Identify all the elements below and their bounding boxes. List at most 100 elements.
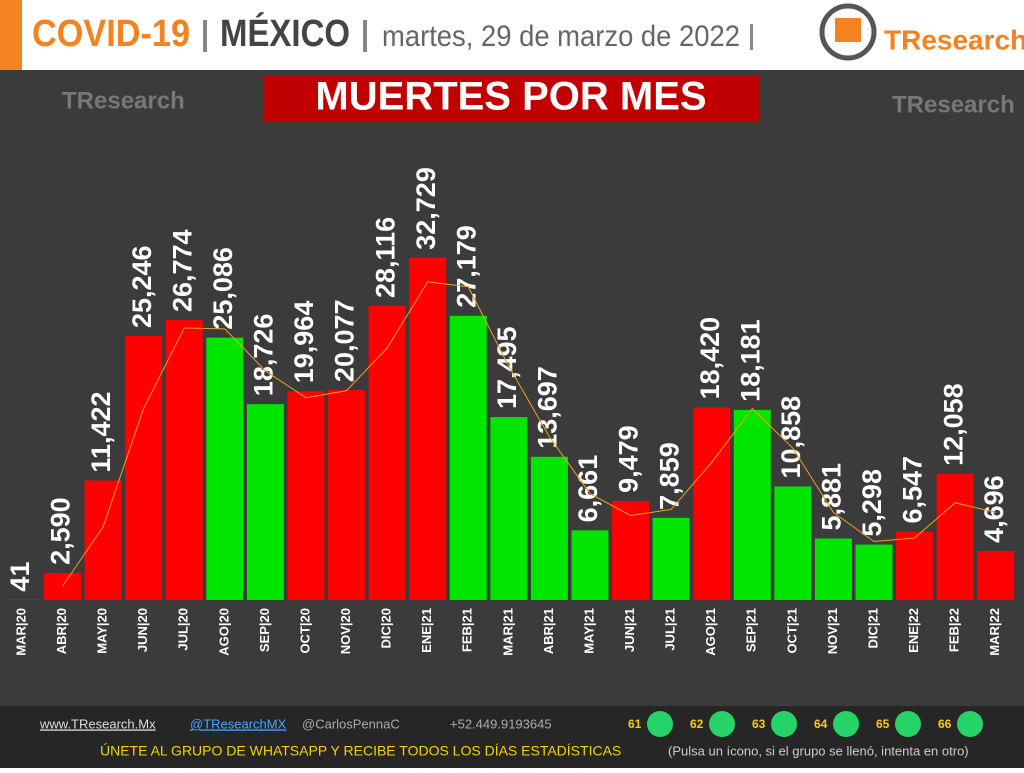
whatsapp-icon[interactable] <box>709 711 735 737</box>
logo-icon <box>835 18 861 42</box>
value-label: 18,420 <box>695 317 725 400</box>
bar <box>774 486 811 600</box>
value-label: 19,964 <box>289 301 319 384</box>
value-label: 9,479 <box>614 425 644 493</box>
value-label: 5,298 <box>857 469 887 537</box>
header-date: martes, 29 de marzo de 2022 <box>382 20 740 53</box>
separator <box>750 24 753 50</box>
bar <box>125 336 162 600</box>
value-label: 20,077 <box>330 299 360 382</box>
group-number: 64 <box>814 717 828 731</box>
watermark-logo: TResearch <box>892 91 1015 118</box>
x-tick-label: JUN|20 <box>135 608 150 652</box>
x-tick-label: JUL|20 <box>176 608 191 651</box>
footer-note: (Pulsa un ícono, si el grupo se llenó, i… <box>668 743 969 758</box>
value-label: 26,774 <box>167 229 197 312</box>
bar <box>734 410 771 600</box>
x-tick-label: MAY|20 <box>95 608 110 654</box>
x-tick-label: MAR|22 <box>987 608 1002 656</box>
separator <box>203 20 207 52</box>
header-country: MÉXICO <box>220 11 350 55</box>
bar <box>450 316 487 600</box>
whatsapp-icon[interactable] <box>771 711 797 737</box>
separator <box>363 20 367 52</box>
x-tick-label: SEP|20 <box>257 608 272 652</box>
x-tick-label: MAR|21 <box>500 608 515 656</box>
x-tick-label: OCT|20 <box>297 608 312 654</box>
value-label: 2,590 <box>46 497 76 565</box>
whatsapp-icon[interactable] <box>957 711 983 737</box>
header-topic: COVID-19 <box>32 13 190 55</box>
bar <box>693 407 730 600</box>
x-tick-label: JUN|21 <box>622 608 637 652</box>
footer-web[interactable]: www.TResearch.Mx <box>39 716 156 731</box>
bar <box>247 404 284 600</box>
x-tick-label: AGO|20 <box>216 608 231 656</box>
x-tick-label: DIC|20 <box>379 608 394 649</box>
value-label: 18,181 <box>735 319 765 402</box>
bar <box>490 417 527 600</box>
value-label: 10,858 <box>776 396 806 479</box>
value-label: 28,116 <box>370 217 400 298</box>
value-label: 41 <box>5 562 35 592</box>
group-number: 65 <box>876 717 890 731</box>
whatsapp-icon[interactable] <box>647 711 673 737</box>
bar <box>653 518 690 600</box>
x-tick-label: AGO|21 <box>703 608 718 656</box>
logo: TResearch <box>884 24 1024 55</box>
whatsapp-icon[interactable] <box>833 711 859 737</box>
x-tick-label: MAY|21 <box>581 608 596 654</box>
value-label: 6,661 <box>573 455 603 523</box>
value-label: 13,697 <box>533 366 563 449</box>
group-number: 63 <box>752 717 766 731</box>
x-tick-label: JUL|21 <box>663 608 678 651</box>
x-tick-label: ABR|21 <box>541 608 556 654</box>
x-tick-label: SEP|21 <box>744 608 759 652</box>
value-label: 25,246 <box>127 245 157 328</box>
bar <box>977 551 1014 600</box>
watermark-logo: TResearch <box>62 87 185 114</box>
value-label: 6,547 <box>898 456 928 524</box>
value-label: 11,422 <box>86 391 116 472</box>
value-label: 17,495 <box>492 326 522 409</box>
bar <box>531 457 568 600</box>
footer-author: @CarlosPennaC <box>302 716 400 731</box>
bar <box>896 532 933 600</box>
value-label: 27,179 <box>451 225 481 308</box>
bar <box>855 545 892 600</box>
x-tick-label: NOV|21 <box>825 608 840 654</box>
group-number: 61 <box>628 717 642 731</box>
bar <box>328 390 365 600</box>
bar <box>85 481 122 600</box>
group-number: 62 <box>690 717 704 731</box>
value-label: 5,881 <box>817 463 847 531</box>
bar <box>206 338 243 600</box>
footer-phone: +52.449.9193645 <box>450 716 552 731</box>
header-stripe <box>0 0 22 70</box>
footer-twitter[interactable]: @TResearchMX <box>190 716 287 731</box>
value-label: 12,058 <box>938 383 968 466</box>
bar <box>571 530 608 600</box>
x-tick-label: ENE|22 <box>906 608 921 653</box>
x-tick-label: DIC|21 <box>865 608 880 649</box>
bar <box>44 573 81 600</box>
x-tick-label: NOV|20 <box>338 608 353 654</box>
whatsapp-icon[interactable] <box>895 711 921 737</box>
x-tick-label: ABR|20 <box>54 608 69 654</box>
value-label: 18,726 <box>249 314 279 397</box>
bar <box>369 306 406 600</box>
footer-cta: ÚNETE AL GRUPO DE WHATSAPP Y RECIBE TODO… <box>100 743 621 759</box>
x-tick-label: FEB|21 <box>460 608 475 652</box>
bar <box>815 539 852 600</box>
chart-title: MUERTES POR MES <box>315 75 706 119</box>
x-tick-label: OCT|21 <box>784 608 799 654</box>
value-label: 32,729 <box>411 167 441 250</box>
x-tick-label: FEB|22 <box>947 608 962 652</box>
bar <box>287 391 324 600</box>
bar <box>166 320 203 600</box>
x-tick-label: MAR|20 <box>13 608 28 656</box>
x-tick-label: ENE|21 <box>419 608 434 653</box>
bar <box>937 474 974 600</box>
